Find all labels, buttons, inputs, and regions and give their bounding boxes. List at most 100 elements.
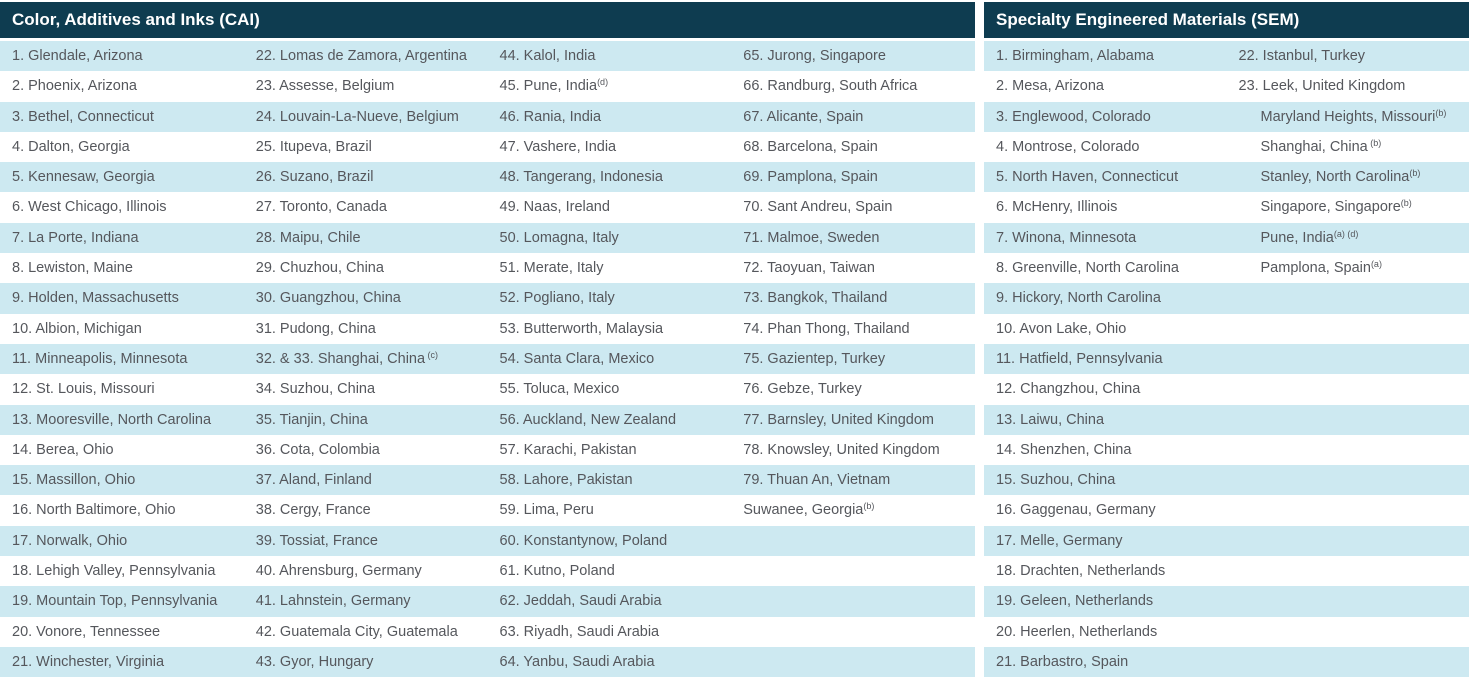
footnote-superscript: (b) — [1435, 107, 1447, 118]
location-cell: 62. Jeddah, Saudi Arabia — [488, 586, 732, 616]
location-text: 4. Montrose, Colorado — [996, 138, 1140, 155]
location-cell — [731, 556, 975, 586]
location-cell: 53. Butterworth, Malaysia — [488, 314, 732, 344]
location-cell: 11. Hatfield, Pennsylvania — [984, 344, 1227, 374]
location-text: 7. La Porte, Indiana — [12, 229, 139, 246]
location-cell: 2. Phoenix, Arizona — [0, 71, 244, 102]
location-text: 2. Mesa, Arizona — [996, 78, 1104, 95]
location-text: 20. Heerlen, Netherlands — [996, 623, 1158, 640]
location-cell: 24. Louvain-La-Nueve, Belgium — [244, 102, 488, 132]
location-cell: 16. Gaggenau, Germany — [984, 495, 1227, 525]
footnote-superscript: (d) — [597, 77, 609, 88]
location-cell: 76. Gebze, Turkey — [731, 374, 975, 404]
table-row: 7. Winona, Minnesota Pune, India(a) (d) — [984, 222, 1469, 254]
location-text: 75. Gazientep, Turkey — [743, 350, 886, 367]
location-cell: 19. Geleen, Netherlands — [984, 586, 1227, 616]
table-row: 14. Shenzhen, China — [984, 435, 1469, 465]
location-cell — [731, 586, 975, 616]
location-text: 3. Bethel, Connecticut — [12, 108, 154, 125]
location-cell: 29. Chuzhou, China — [244, 253, 488, 283]
location-cell: 7. La Porte, Indiana — [0, 223, 244, 253]
location-cell: 20. Heerlen, Netherlands — [984, 617, 1227, 647]
location-cell: 79. Thuan An, Vietnam — [731, 465, 975, 495]
location-text: 6. West Chicago, Illinois — [12, 199, 167, 216]
location-cell: 60. Konstantynow, Poland — [488, 526, 732, 556]
location-cell — [731, 647, 975, 677]
location-cell: 61. Kutno, Poland — [488, 556, 732, 586]
location-cell: 22. Istanbul, Turkey — [1227, 41, 1469, 71]
location-cell: 44. Kalol, India — [488, 41, 732, 71]
location-text: 18. Lehigh Valley, Pennsylvania — [12, 563, 216, 580]
location-cell: 73. Bangkok, Thailand — [731, 283, 975, 313]
location-cell: Shanghai, China (b) — [1227, 132, 1469, 163]
table-row: 7. La Porte, Indiana 28. Maipu, Chile 50. … — [0, 222, 975, 254]
location-text: 41. Lahnstein, Germany — [255, 593, 411, 610]
location-cell — [1227, 495, 1469, 525]
location-cell: 75. Gazientep, Turkey — [731, 344, 975, 375]
table-row: 21. Winchester, Virginia 43. Gyor, Hungar… — [0, 646, 975, 678]
location-text: 62. Jeddah, Saudi Arabia — [499, 593, 662, 610]
location-text: 58. Lahore, Pakistan — [499, 472, 633, 489]
location-text: 3. Englewood, Colorado — [996, 108, 1151, 125]
table-row: 6. West Chicago, Illinois 27. Toronto, Ca… — [0, 192, 975, 222]
location-text: 57. Karachi, Pakistan — [499, 441, 637, 458]
location-cell: 22. Lomas de Zamora, Argentina — [244, 41, 488, 71]
location-cell: 15. Massillon, Ohio — [0, 465, 244, 495]
location-cell: 59. Lima, Peru — [488, 495, 732, 526]
location-cell: 12. Changzhou, China — [984, 374, 1227, 404]
location-text: 11. Hatfield, Pennsylvania — [996, 350, 1163, 367]
location-cell: 23. Leek, United Kingdom — [1227, 71, 1469, 101]
footnote-superscript: (c) — [425, 349, 439, 360]
location-cell: 25. Itupeva, Brazil — [244, 132, 488, 162]
table-row: 13. Mooresville, North Carolina 35. Tianj… — [0, 404, 975, 435]
table-row: 14. Berea, Ohio 36. Cota, Colombia 57. Kar… — [0, 435, 975, 465]
location-cell — [1227, 374, 1469, 404]
location-text: 74. Phan Thong, Thailand — [743, 320, 910, 337]
location-text: 50. Lomagna, Italy — [499, 229, 619, 246]
location-cell — [731, 617, 975, 647]
location-cell: 13. Mooresville, North Carolina — [0, 405, 244, 435]
location-text: Shanghai, China — [1260, 138, 1368, 155]
location-text: 8. Greenville, North Carolina — [996, 260, 1179, 277]
location-cell: 5. North Haven, Connecticut — [984, 162, 1227, 193]
table-row: 1. Birmingham, Alabama 22. Istanbul, Turk… — [984, 41, 1469, 72]
location-cell — [1227, 435, 1469, 465]
location-cell: 17. Melle, Germany — [984, 526, 1227, 556]
table-row: 15. Suzhou, China — [984, 465, 1469, 496]
location-cell: 77. Barnsley, United Kingdom — [731, 405, 975, 435]
location-cell: Suwanee, Georgia(b) — [731, 495, 975, 526]
location-cell: 56. Auckland, New Zealand — [488, 405, 732, 435]
table-row: 1. Glendale, Arizona 22. Lomas de Zamora,… — [0, 41, 975, 72]
location-text: Singapore, Singapore — [1260, 199, 1401, 216]
cai-locations-table: Color, Additives and Inks (CAI) 1. Glend… — [0, 2, 975, 678]
location-text: 64. Yanbu, Saudi Arabia — [499, 653, 655, 670]
location-cell — [1227, 314, 1469, 344]
location-text: Pamplona, Spain — [1260, 260, 1371, 277]
sem-table-header: Specialty Engineered Materials (SEM) — [984, 2, 1469, 38]
location-text: 16. Gaggenau, Germany — [996, 502, 1156, 519]
location-cell: 71. Malmoe, Sweden — [731, 223, 975, 253]
location-text: 70. Sant Andreu, Spain — [743, 199, 893, 216]
table-row: 8. Lewiston, Maine 29. Chuzhou, China 51. … — [0, 253, 975, 283]
location-text: 15. Suzhou, China — [996, 472, 1116, 489]
footnote-superscript: (b) — [1409, 168, 1421, 179]
location-cell: 39. Tossiat, France — [244, 526, 488, 556]
table-row: 11. Hatfield, Pennsylvania — [984, 343, 1469, 375]
location-cell: 30. Guangzhou, China — [244, 283, 488, 313]
location-cell: 1. Glendale, Arizona — [0, 41, 244, 71]
location-cell: 64. Yanbu, Saudi Arabia — [488, 647, 732, 677]
location-text: 13. Laiwu, China — [996, 411, 1105, 428]
location-text: 22. Istanbul, Turkey — [1238, 48, 1366, 64]
location-cell: 17. Norwalk, Ohio — [0, 526, 244, 556]
location-text: 16. North Baltimore, Ohio — [12, 502, 176, 519]
table-row: 2. Phoenix, Arizona 23. Assesse, Belgium 4… — [0, 71, 975, 101]
location-text: 24. Louvain-La-Nueve, Belgium — [255, 108, 459, 125]
table-row: 4. Montrose, Colorado Shanghai, China (b) — [984, 132, 1469, 162]
table-row: 12. St. Louis, Missouri 34. Suzhou, China… — [0, 374, 975, 404]
location-text: 37. Aland, Finland — [255, 472, 372, 489]
location-text: 29. Chuzhou, China — [255, 260, 384, 277]
location-text: 12. St. Louis, Missouri — [12, 381, 155, 398]
location-cell: 2. Mesa, Arizona — [984, 71, 1227, 101]
location-cell: 32. & 33. Shanghai, China (c) — [244, 344, 488, 375]
location-text: 21. Winchester, Virginia — [12, 653, 165, 670]
